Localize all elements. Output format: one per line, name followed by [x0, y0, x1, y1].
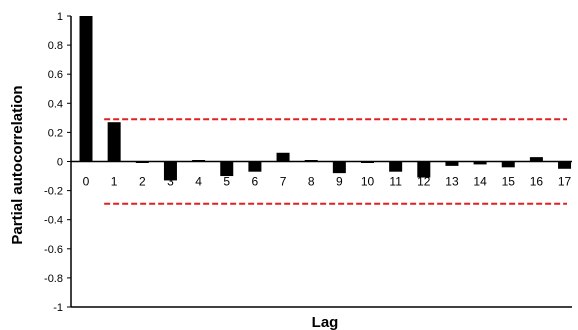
- y-tick-label: -0.6: [44, 244, 63, 256]
- x-tick-label: 8: [308, 175, 315, 189]
- bar-lag-11: [389, 161, 403, 172]
- x-tick-label: 2: [139, 175, 146, 189]
- y-tick-label: 1: [57, 11, 63, 23]
- bar-lag-9: [332, 161, 346, 174]
- bar-lag-16: [529, 157, 543, 162]
- x-tick-label: 16: [530, 175, 544, 189]
- bar-lag-12: [417, 161, 431, 178]
- x-tick-label: 0: [83, 175, 90, 189]
- y-tick-label: 0.6: [48, 69, 63, 81]
- y-tick-label: -0.8: [44, 273, 63, 285]
- x-tick-label: 4: [195, 175, 202, 189]
- x-tick-label: 15: [502, 175, 516, 189]
- y-tick-label: -0.4: [44, 215, 63, 227]
- y-tick-label: 0.8: [48, 40, 63, 52]
- y-tick-label: 0.2: [48, 127, 63, 139]
- x-ticks: 0 1 2 3 4 5 6 7 8 9 10 11 12 13 14 15 16 17: [83, 175, 572, 189]
- y-tick-label: -1: [53, 302, 63, 314]
- bar-lag-14: [473, 161, 487, 165]
- x-tick-label: 12: [417, 175, 431, 189]
- bar-lag-1: [107, 122, 121, 162]
- x-tick-label: 9: [336, 175, 343, 189]
- y-ticks: -1 -0.8 -0.6 -0.4 -0.2 0 0.2 0.4 0.6 0.8 1: [44, 11, 71, 314]
- x-tick-label: 5: [223, 175, 230, 189]
- bar-lag-13: [445, 161, 459, 166]
- x-tick-label: 6: [252, 175, 259, 189]
- bar-lag-6: [248, 161, 262, 172]
- x-tick-label: 10: [361, 175, 375, 189]
- bar-lag-5: [220, 161, 234, 177]
- bar-lag-7: [276, 152, 290, 162]
- bar-lag-3: [163, 161, 177, 181]
- x-axis-title: Lag: [312, 314, 339, 330]
- confidence-bounds: [104, 118, 567, 205]
- x-tick-label: 3: [167, 175, 174, 189]
- x-tick-label: 11: [389, 175, 402, 189]
- x-tick-label: 14: [473, 175, 487, 189]
- y-tick-label: 0: [57, 157, 63, 169]
- bars-layer: [79, 16, 572, 181]
- bar-lag-0: [79, 16, 93, 162]
- y-tick-label: -0.2: [44, 186, 63, 198]
- bar-lag-17: [558, 161, 572, 169]
- bar-lag-15: [501, 161, 515, 168]
- x-tick-label: 7: [280, 175, 287, 189]
- y-axis-title: Partial autocorrelation: [9, 85, 26, 244]
- x-tick-label: 17: [558, 175, 572, 189]
- x-tick-label: 13: [445, 175, 459, 189]
- x-tick-label: 1: [111, 175, 118, 189]
- y-tick-label: 0.4: [48, 98, 63, 110]
